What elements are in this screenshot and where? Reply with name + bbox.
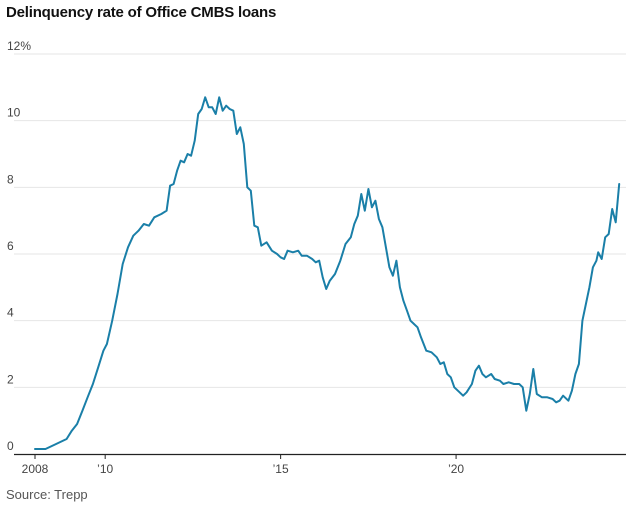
x-tick-label: ’10 xyxy=(97,462,113,476)
series-line-delinquency-rate xyxy=(34,96,621,450)
x-axis: 2008 ’10 ’15 ’20 xyxy=(14,453,626,476)
y-tick-label: 4 xyxy=(7,306,14,320)
gridlines xyxy=(14,53,626,388)
x-tick-label: ’15 xyxy=(273,462,289,476)
x-tick-label: ’20 xyxy=(448,462,464,476)
y-tick-label: 2 xyxy=(7,372,14,386)
y-axis-ticks: 0 2 4 6 8 10 12% xyxy=(7,39,31,453)
source-note: Source: Trepp xyxy=(6,487,88,502)
y-tick-label: 10 xyxy=(7,106,21,120)
y-tick-label: 8 xyxy=(7,172,14,186)
y-tick-label: 6 xyxy=(7,239,14,253)
x-tick-label: 2008 xyxy=(22,462,49,476)
series-layer xyxy=(34,96,621,450)
chart-title: Delinquency rate of Office CMBS loans xyxy=(6,4,277,21)
y-tick-label: 12% xyxy=(7,39,31,53)
y-tick-label: 0 xyxy=(7,439,14,453)
